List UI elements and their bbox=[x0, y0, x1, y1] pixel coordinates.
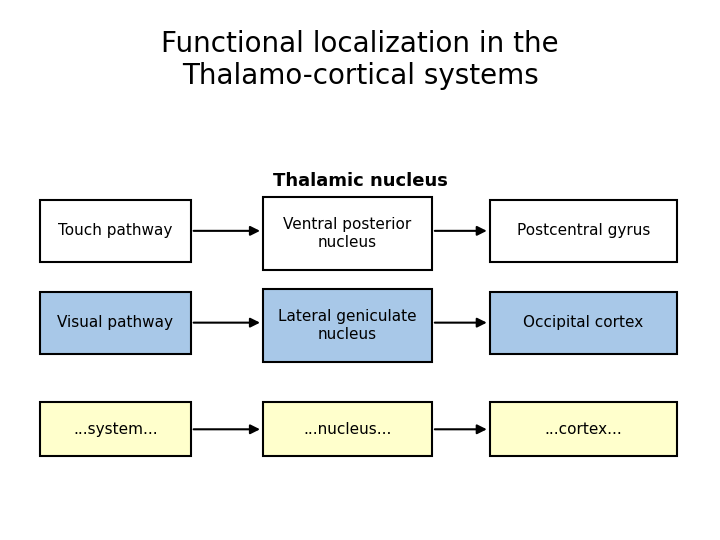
Text: Functional localization in the
Thalamo-cortical systems: Functional localization in the Thalamo-c… bbox=[161, 30, 559, 90]
FancyBboxPatch shape bbox=[263, 289, 432, 362]
Text: Ventral posterior
nucleus: Ventral posterior nucleus bbox=[283, 217, 412, 249]
FancyBboxPatch shape bbox=[490, 402, 677, 456]
FancyBboxPatch shape bbox=[263, 197, 432, 270]
FancyBboxPatch shape bbox=[40, 292, 191, 354]
FancyBboxPatch shape bbox=[263, 402, 432, 456]
Text: Touch pathway: Touch pathway bbox=[58, 224, 172, 238]
Text: Occipital cortex: Occipital cortex bbox=[523, 315, 644, 330]
FancyBboxPatch shape bbox=[490, 292, 677, 354]
FancyBboxPatch shape bbox=[40, 402, 191, 456]
FancyBboxPatch shape bbox=[490, 200, 677, 262]
Text: Postcentral gyrus: Postcentral gyrus bbox=[516, 224, 650, 238]
Text: Lateral geniculate
nucleus: Lateral geniculate nucleus bbox=[278, 309, 417, 341]
Text: ...cortex...: ...cortex... bbox=[544, 422, 622, 437]
Text: ...system...: ...system... bbox=[73, 422, 158, 437]
Text: ...nucleus...: ...nucleus... bbox=[303, 422, 392, 437]
FancyBboxPatch shape bbox=[40, 200, 191, 262]
Text: Visual pathway: Visual pathway bbox=[57, 315, 174, 330]
Text: Thalamic nucleus: Thalamic nucleus bbox=[273, 172, 447, 190]
